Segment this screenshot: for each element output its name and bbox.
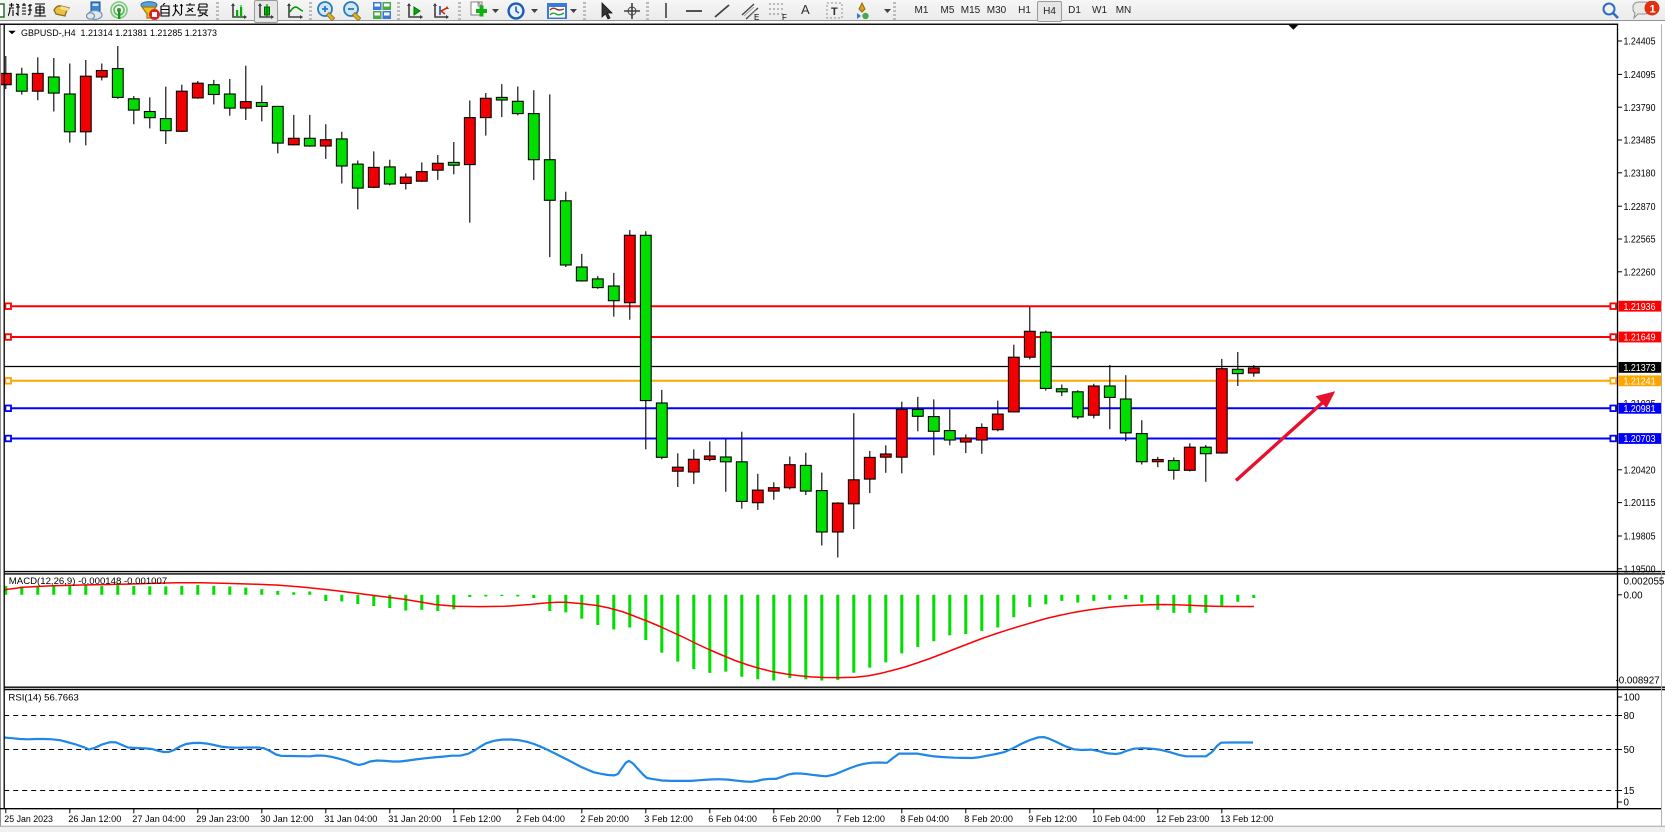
svg-text:1.24095: 1.24095	[1624, 70, 1656, 81]
svg-text:10 Feb 04:00: 10 Feb 04:00	[1092, 814, 1145, 825]
svg-text:3 Feb 12:00: 3 Feb 12:00	[644, 814, 693, 825]
svg-text:1.23180: 1.23180	[1624, 168, 1656, 179]
svg-text:100: 100	[1624, 693, 1641, 704]
svg-text:2 Feb 04:00: 2 Feb 04:00	[516, 814, 565, 825]
svg-text:1.23790: 1.23790	[1624, 103, 1656, 114]
svg-text:1.21649: 1.21649	[1624, 333, 1656, 344]
svg-text:E: E	[754, 13, 759, 21]
svg-text:7 Feb 12:00: 7 Feb 12:00	[836, 814, 885, 825]
svg-text:T: T	[831, 6, 838, 18]
svg-text:1.19500: 1.19500	[1624, 564, 1656, 575]
svg-text:1.23485: 1.23485	[1624, 136, 1656, 147]
svg-text:1.20115: 1.20115	[1624, 498, 1657, 509]
svg-text:30 Jan 12:00: 30 Jan 12:00	[260, 814, 313, 825]
svg-text:27 Jan 04:00: 27 Jan 04:00	[132, 814, 185, 825]
svg-text:0: 0	[1624, 798, 1630, 809]
svg-text:9 Feb 12:00: 9 Feb 12:00	[1028, 814, 1077, 825]
svg-text:1.21241: 1.21241	[1624, 377, 1656, 388]
svg-text:2 Feb 20:00: 2 Feb 20:00	[580, 814, 629, 825]
svg-text:50: 50	[1624, 745, 1635, 756]
svg-text:31 Jan 04:00: 31 Jan 04:00	[324, 814, 377, 825]
svg-text:12 Feb 23:00: 12 Feb 23:00	[1156, 814, 1209, 825]
svg-text:1: 1	[1650, 4, 1656, 16]
svg-text:1.22565: 1.22565	[1624, 235, 1656, 246]
svg-text:1.20703: 1.20703	[1624, 434, 1656, 445]
svg-text:8 Feb 20:00: 8 Feb 20:00	[964, 814, 1013, 825]
svg-text:1.22260: 1.22260	[1624, 267, 1656, 278]
svg-text:6 Feb 20:00: 6 Feb 20:00	[772, 814, 821, 825]
svg-text:13 Feb 12:00: 13 Feb 12:00	[1220, 814, 1273, 825]
svg-text:1.22870: 1.22870	[1624, 202, 1656, 213]
svg-text:1.20981: 1.20981	[1624, 404, 1656, 415]
svg-text:25 Jan 2023: 25 Jan 2023	[4, 814, 53, 825]
svg-text:1 Feb 12:00: 1 Feb 12:00	[452, 814, 501, 825]
svg-text:1.24405: 1.24405	[1624, 37, 1656, 48]
svg-text:0.00: 0.00	[1624, 591, 1644, 602]
svg-text:1.19805: 1.19805	[1624, 532, 1656, 543]
svg-text:RSI(14) 56.7663: RSI(14) 56.7663	[8, 693, 78, 704]
svg-text:1.21373: 1.21373	[1624, 363, 1656, 374]
svg-text:0.002055: 0.002055	[1624, 576, 1665, 587]
svg-text:GBPUSD-,H4 1.21314 1.21381 1.: GBPUSD-,H4 1.21314 1.21381 1.21285 1.213…	[21, 28, 217, 39]
svg-text:29 Jan 23:00: 29 Jan 23:00	[196, 814, 249, 825]
svg-text:MACD(12,26,9) -0.000148 -0.001: MACD(12,26,9) -0.000148 -0.001007	[9, 576, 167, 587]
svg-text:6 Feb 04:00: 6 Feb 04:00	[708, 814, 757, 825]
svg-text:1.20420: 1.20420	[1624, 465, 1656, 476]
svg-text:8 Feb 04:00: 8 Feb 04:00	[900, 814, 949, 825]
svg-text:31 Jan 20:00: 31 Jan 20:00	[388, 814, 441, 825]
svg-text:15: 15	[1624, 786, 1635, 797]
svg-text:1.21936: 1.21936	[1624, 302, 1656, 313]
svg-text:F: F	[782, 13, 787, 21]
svg-text:-0.008927: -0.008927	[1616, 676, 1660, 687]
svg-text:26 Jan 12:00: 26 Jan 12:00	[68, 814, 121, 825]
svg-text:80: 80	[1624, 711, 1635, 722]
